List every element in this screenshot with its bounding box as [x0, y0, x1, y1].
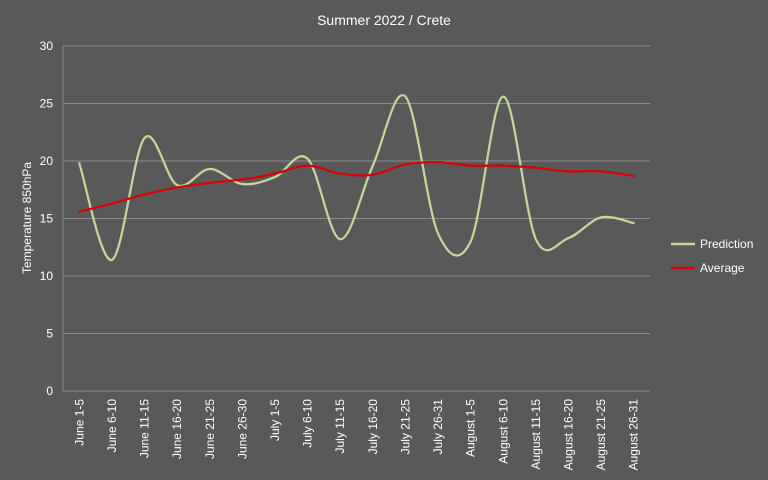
x-tick-label: August 26-31	[627, 399, 641, 471]
y-tick-label: 5	[46, 327, 53, 341]
x-tick-label: July 21-25	[398, 399, 412, 455]
y-tick-label: 15	[40, 212, 54, 226]
y-tick-label: 0	[46, 384, 53, 398]
x-tick-label: August 1-5	[464, 399, 478, 457]
x-tick-label: August 11-15	[529, 399, 543, 470]
x-tick-label: June 26-30	[235, 399, 249, 459]
x-tick-label: July 11-15	[333, 399, 347, 454]
y-axis-label: Temperature 850hPa	[20, 162, 34, 274]
x-tick-label: July 16-20	[366, 399, 380, 455]
series-lines	[78, 94, 635, 262]
x-tick-label: July 26-31	[431, 399, 445, 455]
grid-lines	[62, 45, 650, 392]
legend-label-prediction: Prediction	[700, 237, 753, 251]
x-tick-label: June 16-20	[170, 399, 184, 459]
y-tick-label: 10	[40, 269, 54, 283]
x-tick-label: August 21-25	[594, 399, 608, 471]
x-tick-label: July 6-10	[301, 399, 315, 448]
x-tick-label: July 1-5	[268, 399, 282, 441]
legend: Prediction Average	[671, 237, 753, 275]
x-tick-label: June 1-5	[72, 399, 86, 446]
x-tick-labels: June 1-5 June 6-10 June 11-15 June 16-20 Jun…	[72, 399, 640, 471]
x-tick-label: June 11-15	[138, 399, 152, 458]
x-tick-label: August 16-20	[561, 399, 575, 471]
x-tick-label: June 6-10	[105, 399, 119, 453]
y-tick-label: 30	[40, 39, 54, 53]
series-line-prediction	[78, 94, 635, 262]
chart-title: Summer 2022 / Crete	[317, 12, 451, 28]
series-line-average	[78, 160, 635, 213]
y-tick-labels: 0 5 10 15 20 25 30	[40, 39, 54, 398]
y-tick-label: 25	[40, 97, 54, 111]
x-tick-label: August 6-10	[496, 399, 510, 464]
legend-label-average: Average	[700, 261, 745, 275]
x-tick-label: June 21-25	[203, 399, 217, 459]
y-tick-label: 20	[40, 154, 54, 168]
